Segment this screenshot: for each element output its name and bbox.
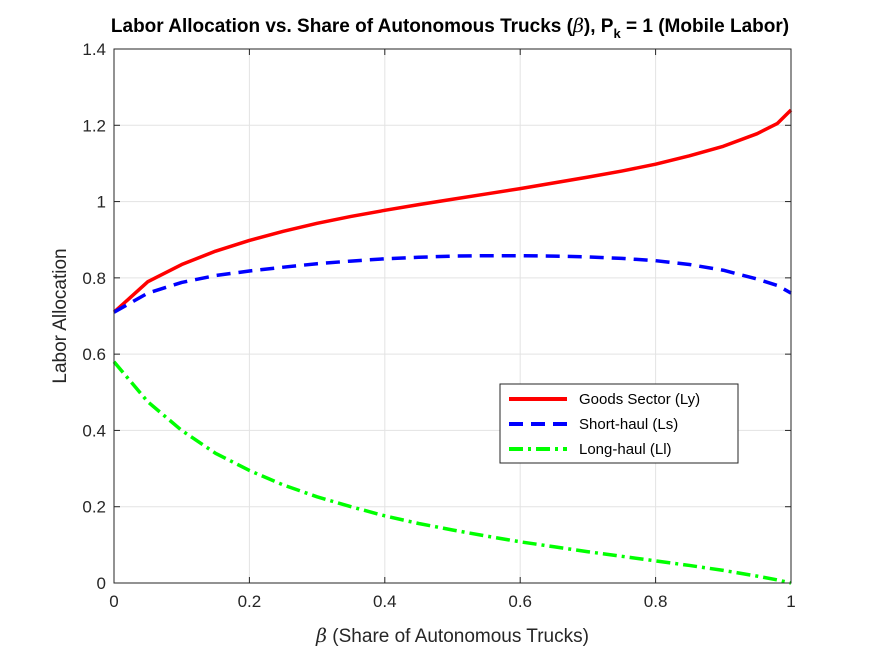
y-tick-label: 0.8 xyxy=(82,269,106,288)
title-suffix: = 1 (Mobile Labor) xyxy=(621,16,789,37)
x-axis-label: β (Share of Autonomous Trucks) xyxy=(315,625,589,647)
legend-label-goods: Goods Sector (Ly) xyxy=(579,391,700,408)
title-prefix: Labor Allocation vs. Share of Autonomous… xyxy=(111,16,574,37)
x-axis-label-symbol: β xyxy=(315,625,327,647)
axis-ticks: 0 0.2 0.4 0.6 0.8 1 0 0.2 0.4 0.6 0.8 1 1.2 1.4 xyxy=(82,40,795,611)
y-tick-label: 0 xyxy=(97,574,106,593)
legend-label-long-haul: Long-haul (Ll) xyxy=(579,441,672,458)
y-tick-label: 0.2 xyxy=(82,498,106,517)
x-tick-label: 0 xyxy=(109,592,118,611)
y-tick-label: 0.6 xyxy=(82,345,106,364)
series-line-short-haul xyxy=(113,253,792,314)
y-tick-label: 1.4 xyxy=(82,40,106,59)
legend: Goods Sector (Ly) Short-haul (Ls) Long-h… xyxy=(499,383,739,464)
title-middle: ), P xyxy=(584,16,614,37)
y-tick-label: 1.2 xyxy=(82,116,106,135)
legend-label-short-haul: Short-haul (Ls) xyxy=(579,416,678,433)
y-tick-label: 1 xyxy=(97,193,106,212)
series-line-goods-sector xyxy=(112,108,793,314)
x-tick-label: 0.8 xyxy=(644,592,668,611)
x-tick-label: 0.2 xyxy=(238,592,262,611)
plot-area-box xyxy=(113,48,792,584)
x-tick-label: 0.6 xyxy=(508,592,532,611)
x-tick-label: 0.4 xyxy=(373,592,397,611)
y-axis-label: Labor Allocation xyxy=(50,248,71,383)
x-tick-label: 1 xyxy=(786,592,795,611)
x-axis-label-text: (Share of Autonomous Trucks) xyxy=(327,626,589,647)
y-tick-label: 0.4 xyxy=(82,421,106,440)
chart-title: Labor Allocation vs. Share of Autonomous… xyxy=(111,15,789,41)
title-subscript: k xyxy=(613,26,621,41)
title-beta: β xyxy=(572,15,584,37)
plot-lines xyxy=(112,108,793,585)
series-line-long-haul xyxy=(112,360,792,585)
